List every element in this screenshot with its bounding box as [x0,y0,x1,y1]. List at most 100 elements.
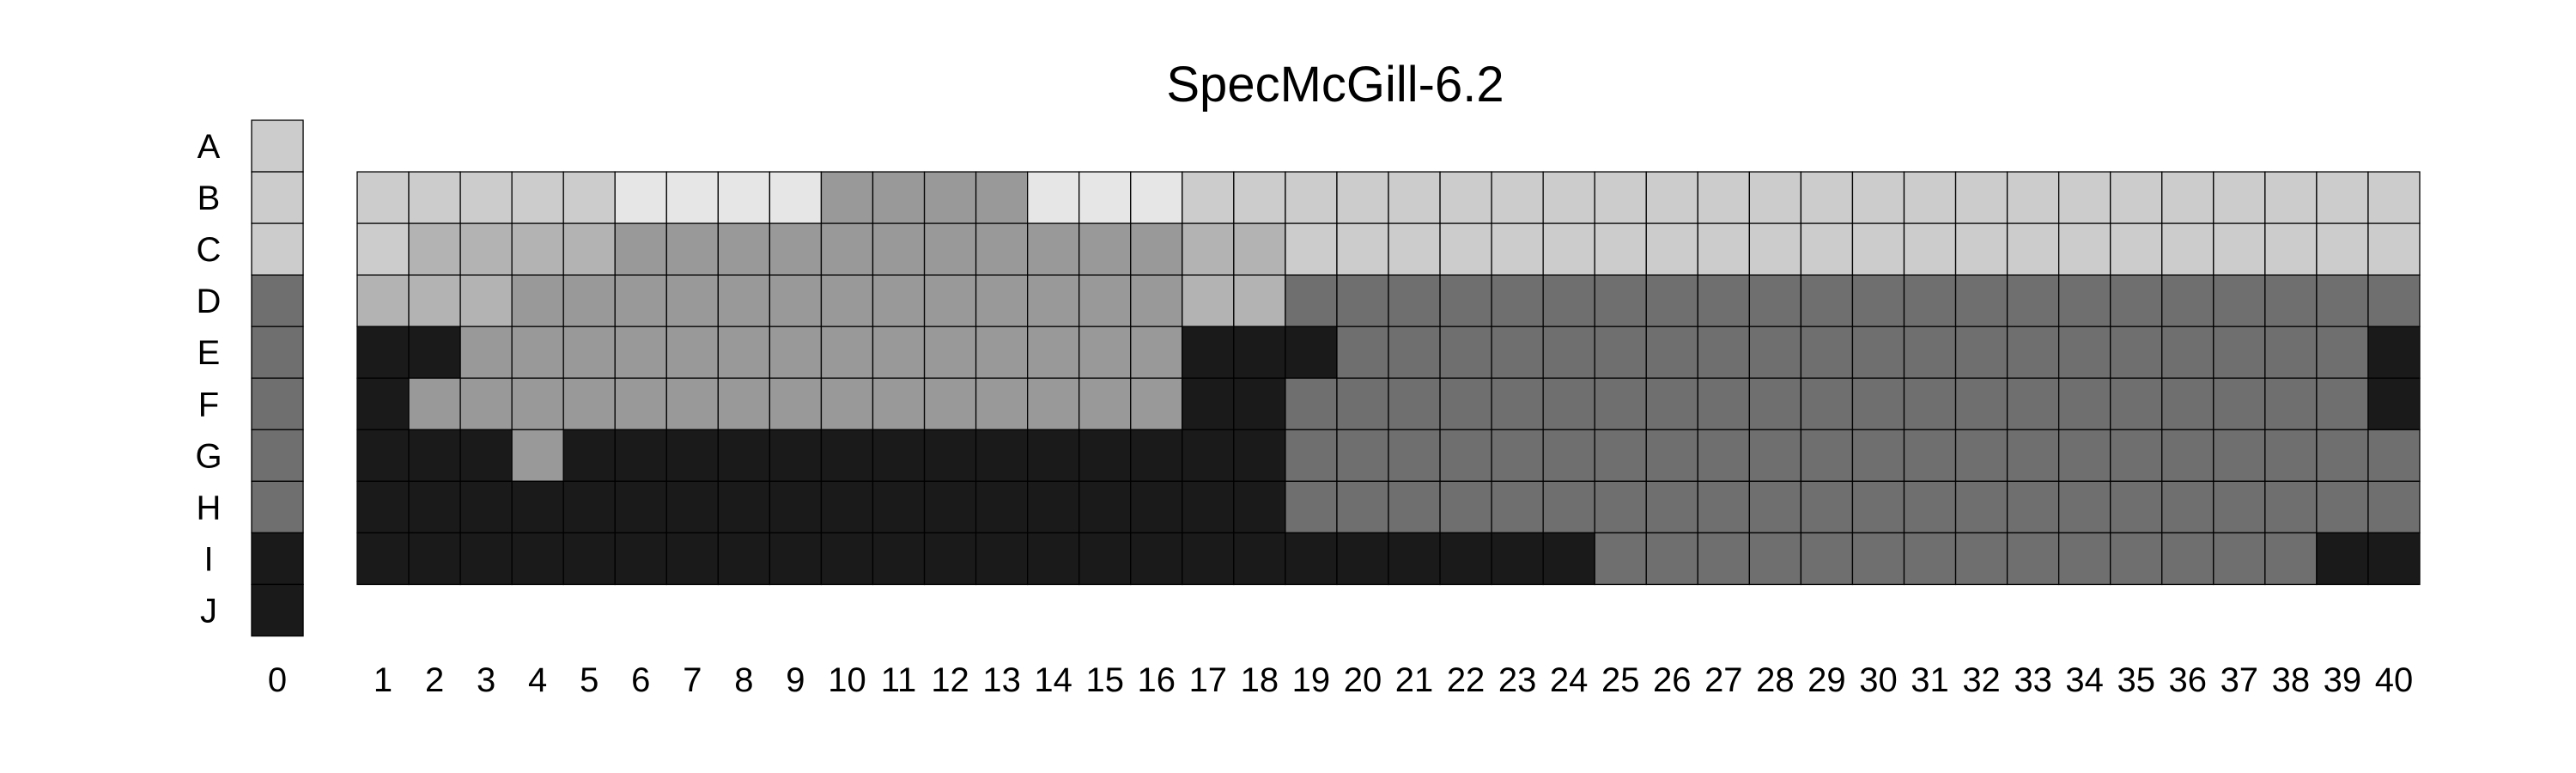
heatmap-cell-d-3 [459,274,513,327]
heatmap-cell-i-13 [975,532,1029,586]
heatmap-cell-e-28 [1748,326,1802,379]
column-label-27: 27 [1704,661,1743,699]
heatmap-cell-d-12 [923,274,977,327]
heatmap-cell-f-40 [2367,377,2421,430]
heatmap-cell-b-1 [356,171,410,224]
heatmap-cell-g-20 [1336,429,1389,482]
reference-cell-f [251,377,304,430]
column-label-22: 22 [1447,661,1485,699]
heatmap-cell-e-39 [2316,326,2369,379]
heatmap-cell-e-22 [1439,326,1492,379]
heatmap-cell-i-18 [1233,532,1286,586]
row-label-b: B [197,180,221,217]
heatmap-cell-d-2 [408,274,461,327]
heatmap-cell-c-24 [1542,222,1595,276]
heatmap-cell-d-5 [562,274,616,327]
heatmap-cell-i-16 [1130,532,1183,586]
row-label-c: C [197,231,222,269]
heatmap-cell-e-40 [2367,326,2421,379]
heatmap-cell-e-37 [2213,326,2266,379]
heatmap-cell-b-26 [1645,171,1698,224]
heatmap-cell-f-4 [511,377,564,430]
heatmap-cell-d-24 [1542,274,1595,327]
heatmap-cell-e-36 [2161,326,2215,379]
heatmap-cell-f-9 [769,377,823,430]
heatmap-cell-d-15 [1078,274,1132,327]
heatmap-cell-b-12 [923,171,977,224]
column-label-32: 32 [1962,661,2001,699]
heatmap-cell-g-14 [1027,429,1080,482]
column-label-21: 21 [1395,661,1434,699]
column-label-10: 10 [828,661,866,699]
heatmap-cell-i-14 [1027,532,1080,586]
heatmap-cell-c-36 [2161,222,2215,276]
heatmap-cell-b-24 [1542,171,1595,224]
heatmap-cell-e-38 [2264,326,2318,379]
heatmap-cell-f-5 [562,377,616,430]
heatmap-cell-g-34 [2057,429,2111,482]
reference-column [251,119,304,637]
heatmap-cell-e-21 [1388,326,1441,379]
heatmap-cell-i-6 [614,532,667,586]
heatmap-cell-e-35 [2110,326,2163,379]
heatmap-cell-h-39 [2316,480,2369,534]
heatmap-cell-e-11 [872,326,926,379]
heatmap-cell-c-18 [1233,222,1286,276]
heatmap-cell-d-34 [2057,274,2111,327]
reference-cell-b [251,171,304,224]
heatmap-cell-g-18 [1233,429,1286,482]
heatmap-cell-e-16 [1130,326,1183,379]
heatmap-cell-c-28 [1748,222,1802,276]
heatmap-cell-d-26 [1645,274,1698,327]
heatmap-cell-f-13 [975,377,1029,430]
heatmap-cell-b-8 [717,171,771,224]
column-label-1: 1 [374,661,392,699]
heatmap-cell-h-3 [459,480,513,534]
heatmap-cell-c-25 [1594,222,1647,276]
heatmap-grid [356,171,2421,586]
heatmap-cell-c-5 [562,222,616,276]
heatmap-cell-h-29 [1800,480,1854,534]
heatmap-cell-i-1 [356,532,410,586]
heatmap-cell-f-37 [2213,377,2266,430]
heatmap-cell-f-39 [2316,377,2369,430]
heatmap-cell-f-33 [2006,377,2060,430]
heatmap-cell-e-29 [1800,326,1854,379]
heatmap-cell-d-27 [1697,274,1751,327]
heatmap-cell-h-36 [2161,480,2215,534]
heatmap-cell-g-23 [1491,429,1544,482]
column-label-30: 30 [1859,661,1898,699]
column-label-24: 24 [1550,661,1589,699]
column-labels: 1 2 3 4 5 6 7 8 9 10 11 12 13 14 15 16 17 18 19 20 21 22 23 24 2… [374,661,2413,699]
heatmap-cell-e-30 [1851,326,1905,379]
heatmap-cell-e-7 [665,326,719,379]
heatmap-cell-h-33 [2006,480,2060,534]
column-label-3: 3 [477,661,495,699]
heatmap-cell-f-7 [665,377,719,430]
heatmap-cell-d-23 [1491,274,1544,327]
heatmap-cell-i-3 [459,532,513,586]
heatmap-cell-b-7 [665,171,719,224]
heatmap-cell-h-37 [2213,480,2266,534]
heatmap-cell-h-4 [511,480,564,534]
heatmap-cell-f-12 [923,377,977,430]
heatmap-cell-e-25 [1594,326,1647,379]
heatmap-cell-d-7 [665,274,719,327]
heatmap-cell-d-13 [975,274,1029,327]
heatmap-cell-c-17 [1182,222,1235,276]
heatmap-cell-g-6 [614,429,667,482]
heatmap-cell-e-23 [1491,326,1544,379]
heatmap-cell-c-27 [1697,222,1751,276]
heatmap-cell-e-13 [975,326,1029,379]
heatmap-cell-g-4 [511,429,564,482]
heatmap-cell-i-30 [1851,532,1905,586]
column-label-5: 5 [580,661,598,699]
heatmap-cell-i-35 [2110,532,2163,586]
heatmap-cell-i-25 [1594,532,1647,586]
heatmap-cell-f-2 [408,377,461,430]
heatmap-cell-d-37 [2213,274,2266,327]
heatmap-cell-b-10 [820,171,874,224]
heatmap-cell-h-25 [1594,480,1647,534]
heatmap-cell-d-18 [1233,274,1286,327]
heatmap-cell-b-30 [1851,171,1905,224]
